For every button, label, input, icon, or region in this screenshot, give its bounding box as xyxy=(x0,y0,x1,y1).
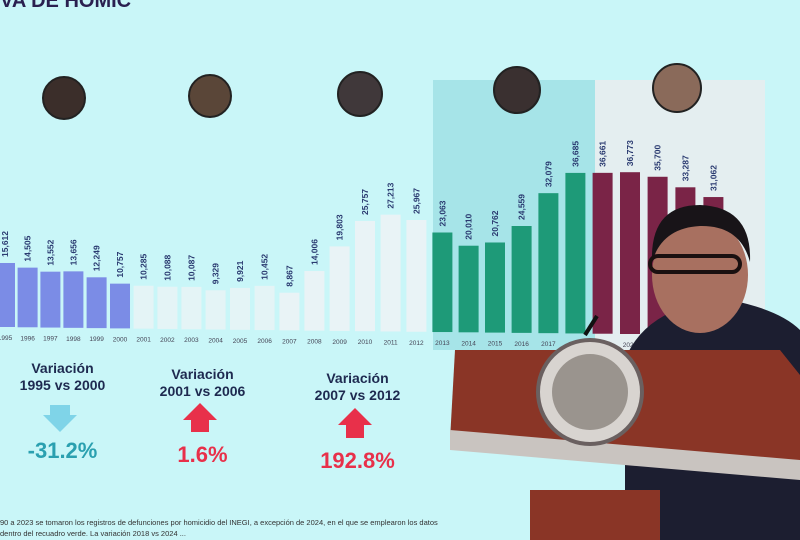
variation-1995-2000: Variación 1995 vs 2000 -31.2% xyxy=(19,360,106,463)
year-label-2003: 2003 xyxy=(184,337,199,344)
bar-2012 xyxy=(406,219,427,332)
year-label-2004: 2004 xyxy=(208,338,223,345)
year-label-2020: 2020 xyxy=(623,342,638,349)
bar-2010 xyxy=(355,220,375,332)
year-label-2006: 2006 xyxy=(257,338,272,345)
portrait-2 xyxy=(188,74,232,118)
bar-2014 xyxy=(458,245,479,333)
microphone xyxy=(583,314,599,337)
value-label-1998: 13,656 xyxy=(68,239,78,265)
variation-2001-2006: Variación 2001 vs 2006 1.6% xyxy=(159,366,246,467)
value-label-2006: 10,452 xyxy=(260,254,270,280)
value-label-1997: 13,552 xyxy=(45,239,55,265)
value-label-2001: 10,285 xyxy=(139,254,149,280)
value-label-1999: 12,249 xyxy=(92,245,102,271)
value-label-2021: 35,700 xyxy=(653,145,663,171)
bar-2002 xyxy=(157,286,178,329)
bar-2011 xyxy=(380,214,401,332)
value-label-2018: 36,685 xyxy=(570,141,580,167)
bar-2019 xyxy=(592,172,613,334)
bar-2018 xyxy=(565,172,586,334)
year-label-1997: 1997 xyxy=(43,336,58,343)
value-label-2008: 14,006 xyxy=(309,239,319,265)
bar-2016 xyxy=(511,225,532,333)
year-label-2011: 2011 xyxy=(384,339,398,346)
year-label-1996: 1996 xyxy=(20,335,35,342)
year-label-2010: 2010 xyxy=(358,339,373,346)
year-label-1998: 1998 xyxy=(66,336,81,343)
value-label-2022: 33,287 xyxy=(680,155,690,181)
value-label-2010: 25,757 xyxy=(360,189,370,215)
bar-2008 xyxy=(304,271,325,331)
value-label-2019: 36,661 xyxy=(598,141,608,167)
year-label-2017: 2017 xyxy=(541,341,556,348)
footnote-line-1: 90 a 2023 se tomaron los registros de de… xyxy=(0,518,438,527)
year-label-2001: 2001 xyxy=(136,337,151,344)
year-label-2015: 2015 xyxy=(488,341,503,348)
arrow-down-icon xyxy=(43,405,77,432)
value-label-2000: 10,757 xyxy=(115,251,125,277)
bar-2009 xyxy=(329,246,350,331)
year-label-2007: 2007 xyxy=(282,338,297,345)
value-label-2014: 20,010 xyxy=(464,213,474,239)
bar-1995 xyxy=(0,262,15,327)
value-label-2005: 9,921 xyxy=(235,260,245,282)
year-label-2009: 2009 xyxy=(332,339,347,346)
bar-2005 xyxy=(230,287,250,330)
variation-2007-2012: Variación 2007 vs 2012 192.8% xyxy=(314,370,401,473)
year-label-2014: 2014 xyxy=(461,340,476,347)
portrait-4 xyxy=(493,66,541,114)
slide-title: VA DE HOMIC xyxy=(0,0,132,12)
bar-2000 xyxy=(110,283,130,329)
value-label-2013: 23,063 xyxy=(437,200,447,226)
bar-2006 xyxy=(254,285,275,331)
bar-2015 xyxy=(485,242,505,333)
bar-1998 xyxy=(63,271,84,328)
year-label-2000: 2000 xyxy=(113,336,128,343)
bar-2020 xyxy=(620,172,640,334)
bar-1996 xyxy=(17,267,38,328)
value-label-2002: 10,088 xyxy=(162,254,172,280)
value-label-2015: 20,762 xyxy=(490,210,500,236)
year-label-2012: 2012 xyxy=(409,340,424,347)
bar-2004 xyxy=(205,290,226,330)
year-label-2008: 2008 xyxy=(307,339,322,346)
bar-2017 xyxy=(538,193,559,334)
footnote-line-2: dentro del recuadro verde. La variación … xyxy=(0,529,186,538)
arrow-up-icon xyxy=(338,408,372,438)
portrait-1 xyxy=(42,76,86,120)
value-label-2017: 32,079 xyxy=(543,161,553,187)
bar-2003 xyxy=(181,286,202,330)
bar-2001 xyxy=(133,285,154,329)
portrait-3 xyxy=(337,71,383,117)
value-label-2009: 19,803 xyxy=(335,214,345,240)
value-label-2020: 36,773 xyxy=(625,140,635,166)
bar-1997 xyxy=(40,271,61,328)
year-label-2002: 2002 xyxy=(160,337,175,344)
value-label-2004: 9,329 xyxy=(211,263,221,285)
value-label-2011: 27,213 xyxy=(386,182,396,208)
value-label-1996: 14,505 xyxy=(23,235,33,261)
year-label-1999: 1999 xyxy=(89,336,104,343)
year-label-2013: 2013 xyxy=(435,340,450,347)
year-label-1995: 1995 xyxy=(0,335,13,342)
podium xyxy=(450,314,800,540)
president-portraits xyxy=(42,63,702,120)
value-label-2023: 31,062 xyxy=(708,165,718,191)
bar-2007 xyxy=(279,292,300,331)
year-label-2005: 2005 xyxy=(233,338,248,345)
value-label-2012: 25,967 xyxy=(411,188,421,214)
value-label-2003: 10,087 xyxy=(186,255,196,281)
value-label-2016: 24,559 xyxy=(517,194,527,220)
arrow-up-icon xyxy=(183,403,217,432)
value-label-1995: 15,612 xyxy=(0,231,10,257)
bar-1999 xyxy=(86,277,107,329)
portrait-5 xyxy=(652,63,702,113)
year-label-2016: 2016 xyxy=(514,341,529,348)
bar-2013 xyxy=(432,232,453,333)
value-label-2007: 8,867 xyxy=(284,265,294,287)
